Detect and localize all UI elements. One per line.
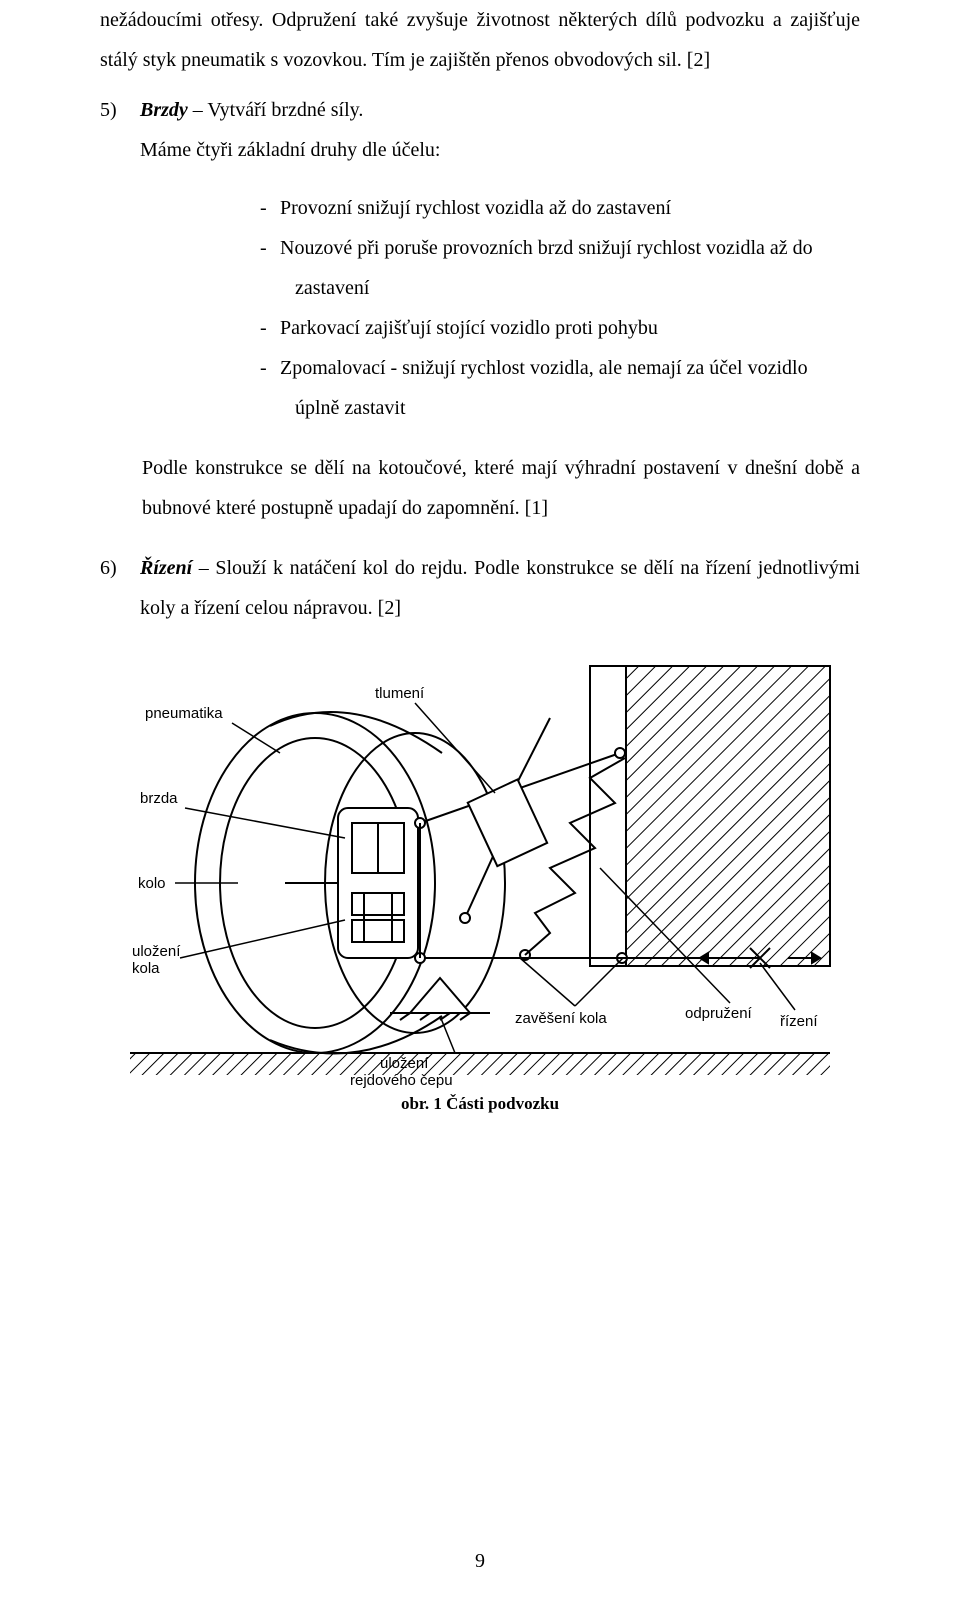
- page-number: 9: [0, 1550, 960, 1573]
- list-body: Řízení – Slouží k natáčení kol do rejdu.…: [140, 548, 860, 628]
- lbl-ulozeni-rejd-2: rejdového čepu: [350, 1072, 453, 1088]
- sub-a: - Provozní snižují rychlost vozidla až d…: [260, 188, 860, 228]
- dash-icon: -: [260, 228, 280, 268]
- lbl-zaveseni: zavěšení kola: [515, 1010, 607, 1027]
- page: nežádoucími otřesy. Odpružení také zvyšu…: [0, 0, 960, 1608]
- sub-c-text: Parkovací zajišťují stojící vozidlo prot…: [280, 308, 860, 348]
- figure-svg: pneumatika brzda kolo uložení kola tlume…: [120, 658, 840, 1088]
- item6-rest: – Slouží k natáčení kol do rejdu. Podle …: [140, 557, 860, 619]
- lbl-ulozeni-rejd-1: uložení: [380, 1055, 429, 1072]
- list-number: 6): [100, 548, 140, 628]
- term-brzdy: Brzdy: [140, 99, 188, 121]
- intro-paragraph: nežádoucími otřesy. Odpružení také zvyšu…: [100, 0, 860, 80]
- sub-c: - Parkovací zajišťují stojící vozidlo pr…: [260, 308, 860, 348]
- lbl-pneumatika: pneumatika: [145, 705, 223, 722]
- figure: pneumatika brzda kolo uložení kola tlume…: [100, 658, 860, 1114]
- list-body: Brzdy – Vytváří brzdné síly. Máme čtyři …: [140, 90, 860, 170]
- lbl-brzda: brzda: [140, 790, 178, 807]
- item5-line2: Máme čtyři základní druhy dle účelu:: [140, 130, 860, 170]
- list-number: 5): [100, 90, 140, 170]
- lbl-rizeni: řízení: [780, 1013, 818, 1030]
- sub-d: - Zpomalovací - snižují rychlost vozidla…: [260, 348, 860, 388]
- list-item-6: 6) Řízení – Slouží k natáčení kol do rej…: [100, 548, 860, 628]
- sub-d-cont: úplně zastavit: [295, 388, 860, 428]
- sub-b-cont: zastavení: [295, 268, 860, 308]
- lbl-ulozeni-kola-2: kola: [132, 960, 160, 977]
- sub-b-text: Nouzové při poruše provozních brzd snižu…: [280, 228, 860, 268]
- sub-a-text: Provozní snižují rychlost vozidla až do …: [280, 188, 860, 228]
- sub-d-text: Zpomalovací - snižují rychlost vozidla, …: [280, 348, 860, 388]
- dash-icon: -: [260, 188, 280, 228]
- dash-icon: -: [260, 308, 280, 348]
- after-sublist-para: Podle konstrukce se dělí na kotoučové, k…: [142, 448, 860, 528]
- lbl-tlumeni: tlumení: [375, 685, 425, 702]
- lbl-ulozeni-kola-1: uložení: [132, 943, 181, 960]
- dash-icon: -: [260, 348, 280, 388]
- lbl-odpruzeni: odpružení: [685, 1005, 753, 1022]
- sublist: - Provozní snižují rychlost vozidla až d…: [260, 188, 860, 428]
- figure-caption: obr. 1 Části podvozku: [100, 1094, 860, 1114]
- list-item-5: 5) Brzdy – Vytváří brzdné síly. Máme čty…: [100, 90, 860, 170]
- term-rizeni: Řízení: [140, 557, 192, 579]
- item5-rest: – Vytváří brzdné síly.: [188, 99, 364, 121]
- sub-b: - Nouzové při poruše provozních brzd sni…: [260, 228, 860, 268]
- lbl-kolo: kolo: [138, 875, 166, 892]
